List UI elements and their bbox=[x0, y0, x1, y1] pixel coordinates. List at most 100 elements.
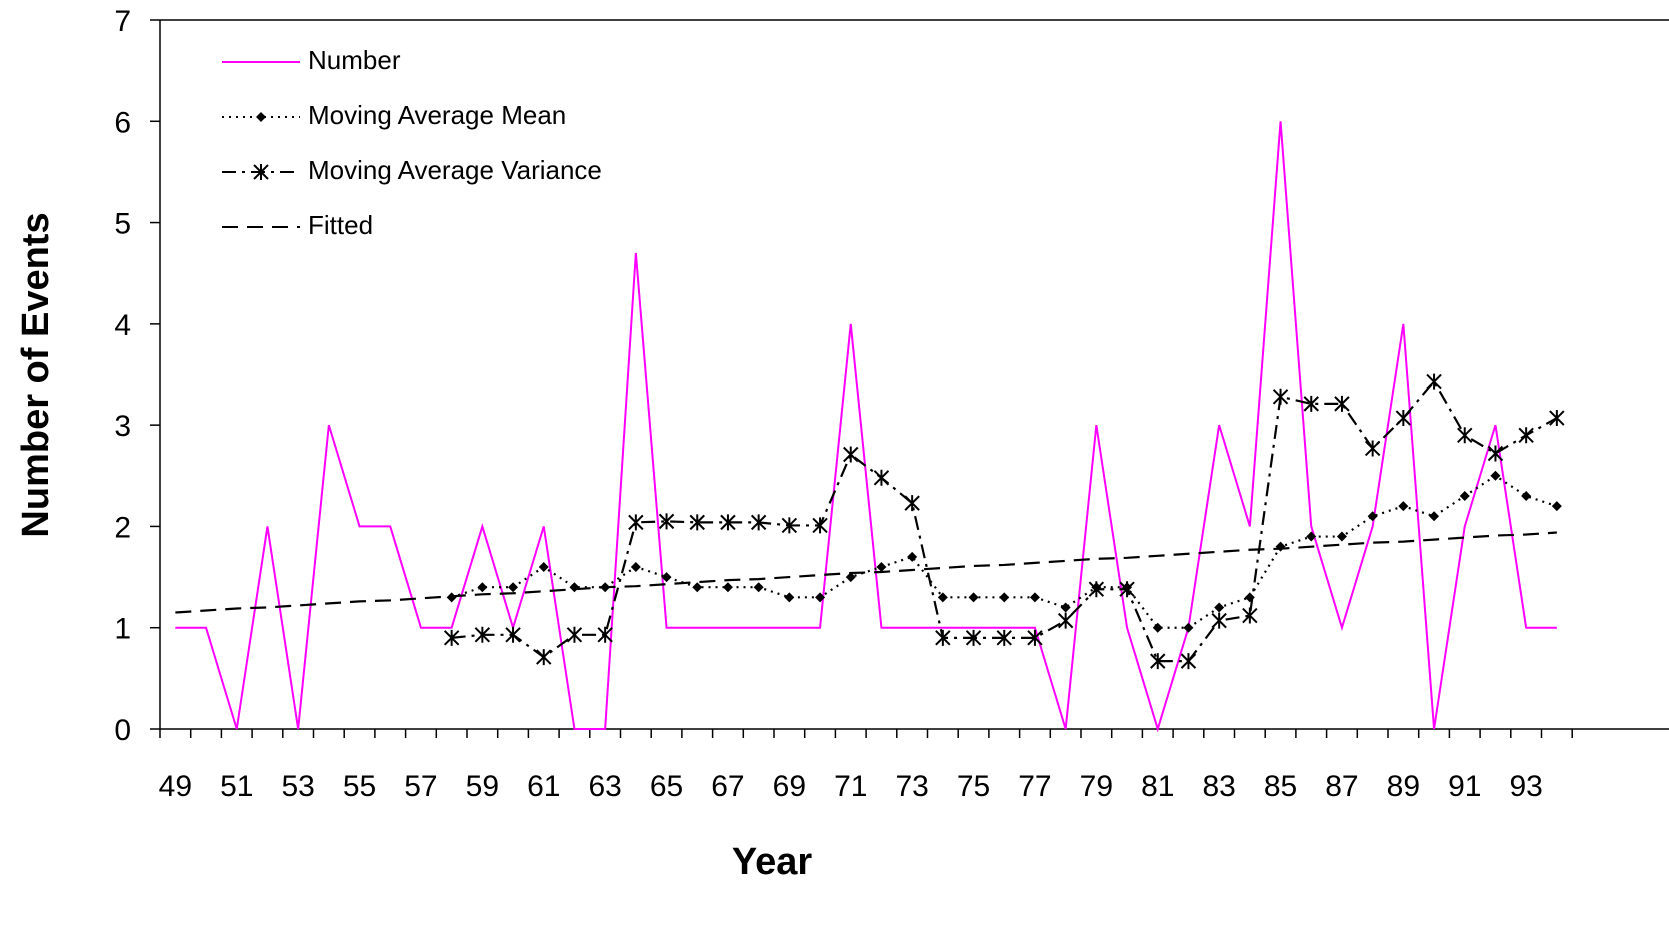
y-tick-label: 7 bbox=[114, 5, 131, 38]
data-point bbox=[750, 514, 767, 531]
data-point bbox=[753, 582, 764, 593]
legend-label: Fitted bbox=[308, 210, 373, 240]
data-point bbox=[1211, 612, 1227, 629]
legend-marker bbox=[256, 112, 266, 122]
x-tick-label: 49 bbox=[159, 770, 192, 803]
x-tick-label: 71 bbox=[834, 770, 867, 803]
data-point bbox=[722, 582, 733, 593]
x-tick-label: 55 bbox=[343, 770, 376, 803]
data-point bbox=[1457, 427, 1473, 444]
data-point bbox=[873, 469, 890, 486]
x-tick-label: 77 bbox=[1018, 770, 1051, 803]
x-tick-label: 73 bbox=[895, 770, 928, 803]
data-point bbox=[597, 626, 613, 643]
data-point bbox=[1029, 592, 1040, 603]
data-point bbox=[474, 626, 491, 643]
data-point bbox=[935, 629, 951, 646]
x-tick-label: 75 bbox=[957, 770, 990, 803]
data-point bbox=[1214, 602, 1225, 613]
legend-item: Fitted bbox=[222, 210, 373, 240]
data-point bbox=[1060, 602, 1071, 613]
x-tick-label: 63 bbox=[588, 770, 621, 803]
y-tick-label: 1 bbox=[114, 613, 131, 646]
data-point bbox=[845, 572, 856, 583]
x-tick-label: 85 bbox=[1264, 770, 1297, 803]
data-point bbox=[477, 582, 488, 593]
data-point bbox=[1490, 470, 1501, 481]
x-tick-label: 69 bbox=[773, 770, 806, 803]
data-point bbox=[505, 626, 521, 643]
data-point bbox=[658, 513, 675, 530]
data-point bbox=[1549, 410, 1565, 427]
data-point bbox=[815, 592, 826, 603]
data-point bbox=[1119, 581, 1135, 598]
data-point bbox=[1518, 427, 1534, 444]
data-point bbox=[996, 629, 1012, 646]
data-point bbox=[1426, 373, 1442, 390]
x-tick-label: 51 bbox=[220, 770, 253, 803]
data-point bbox=[536, 649, 552, 666]
data-point bbox=[538, 561, 549, 572]
y-tick-label: 4 bbox=[114, 309, 131, 342]
legend-item: Moving Average Variance bbox=[222, 155, 602, 185]
data-point bbox=[1027, 629, 1043, 646]
data-point bbox=[692, 582, 703, 593]
data-point bbox=[630, 561, 641, 572]
data-point bbox=[661, 572, 672, 583]
data-point bbox=[907, 551, 918, 562]
x-tick-label: 53 bbox=[281, 770, 314, 803]
y-tick-label: 2 bbox=[114, 511, 131, 544]
data-point bbox=[443, 629, 460, 646]
data-point bbox=[1306, 531, 1317, 542]
data-point bbox=[1429, 511, 1440, 522]
data-point bbox=[1183, 622, 1194, 633]
series-line bbox=[175, 121, 1557, 733]
data-point bbox=[904, 495, 920, 512]
data-point bbox=[628, 514, 644, 531]
data-point bbox=[843, 446, 859, 463]
data-point bbox=[1459, 491, 1470, 502]
x-tick-label: 67 bbox=[711, 770, 744, 803]
data-point bbox=[1242, 607, 1258, 624]
x-tick-label: 83 bbox=[1202, 770, 1235, 803]
y-tick-label: 5 bbox=[114, 208, 131, 241]
data-point bbox=[1303, 395, 1319, 412]
data-point bbox=[1336, 531, 1347, 542]
data-point bbox=[1244, 592, 1255, 603]
data-point bbox=[1088, 581, 1105, 598]
data-point bbox=[968, 592, 979, 603]
x-tick-label: 81 bbox=[1141, 770, 1174, 803]
data-point bbox=[508, 582, 519, 593]
data-point bbox=[1057, 612, 1074, 629]
data-point bbox=[1364, 440, 1381, 457]
x-tick-label: 89 bbox=[1387, 770, 1420, 803]
x-tick-label: 59 bbox=[466, 770, 499, 803]
data-point bbox=[1180, 653, 1197, 670]
data-point bbox=[784, 592, 795, 603]
y-axis-title: Number of Events bbox=[15, 212, 57, 537]
data-point bbox=[1551, 501, 1562, 512]
y-tick-label: 6 bbox=[114, 106, 131, 139]
data-point bbox=[1272, 388, 1289, 405]
x-tick-label: 65 bbox=[650, 770, 683, 803]
legend-label: Number bbox=[308, 45, 401, 75]
legend-label: Moving Average Variance bbox=[308, 155, 602, 185]
x-tick-label: 87 bbox=[1325, 770, 1358, 803]
data-point bbox=[781, 517, 798, 534]
data-point bbox=[1150, 653, 1166, 670]
legend-item: Number bbox=[222, 45, 401, 75]
data-point bbox=[876, 561, 887, 572]
x-axis-title: Year bbox=[732, 841, 813, 883]
data-point bbox=[1367, 511, 1378, 522]
data-point bbox=[1275, 541, 1286, 552]
data-point bbox=[1152, 622, 1163, 633]
y-tick-label: 0 bbox=[114, 714, 131, 747]
data-point bbox=[1395, 410, 1412, 427]
data-point bbox=[812, 517, 828, 534]
data-point bbox=[1487, 445, 1504, 462]
legend-marker bbox=[253, 164, 269, 180]
data-point bbox=[965, 629, 982, 646]
data-point bbox=[689, 514, 705, 531]
x-tick-label: 91 bbox=[1448, 770, 1481, 803]
